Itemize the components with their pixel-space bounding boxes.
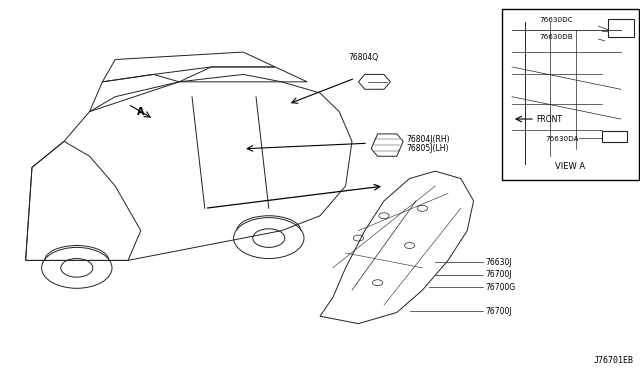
Text: FRONT: FRONT [536,115,563,124]
Text: 76804J(RH): 76804J(RH) [406,135,450,144]
Text: 76630DA: 76630DA [545,136,579,142]
Bar [602,131,627,142]
Text: 76700G: 76700G [485,283,515,292]
Text: 76630J: 76630J [485,258,512,267]
Bar [502,9,639,180]
Text: 76630DC: 76630DC [540,17,573,23]
Text: 76805J(LH): 76805J(LH) [406,144,449,153]
Text: A: A [137,107,145,116]
Text: 76700J: 76700J [485,270,512,279]
Text: 76804Q: 76804Q [349,53,379,62]
Text: 76630DB: 76630DB [540,34,573,40]
Text: VIEW A: VIEW A [556,162,586,171]
Bar [608,19,634,37]
Text: 76700J: 76700J [485,307,512,316]
Text: J76701EB: J76701EB [594,356,634,365]
